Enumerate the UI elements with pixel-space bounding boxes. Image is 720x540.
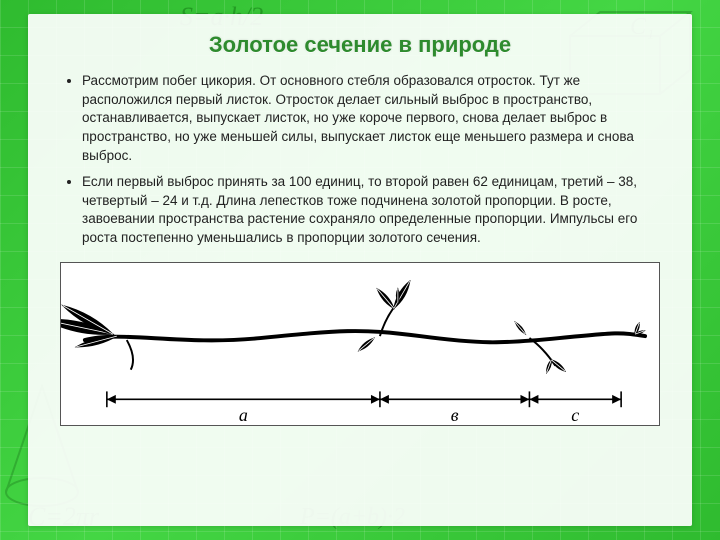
body-text: Рассмотрим побег цикория. От основного с…: [60, 72, 660, 248]
page-title: Золотое сечение в природе: [60, 32, 660, 58]
svg-text:a: a: [239, 405, 248, 425]
chicory-diagram: aвс: [60, 262, 660, 426]
paragraph-1: Рассмотрим побег цикория. От основного с…: [82, 72, 660, 165]
svg-text:в: в: [451, 405, 459, 425]
svg-text:с: с: [571, 405, 579, 425]
content-card: Золотое сечение в природе Рассмотрим поб…: [28, 14, 692, 526]
paragraph-2: Если первый выброс принять за 100 единиц…: [82, 173, 660, 248]
